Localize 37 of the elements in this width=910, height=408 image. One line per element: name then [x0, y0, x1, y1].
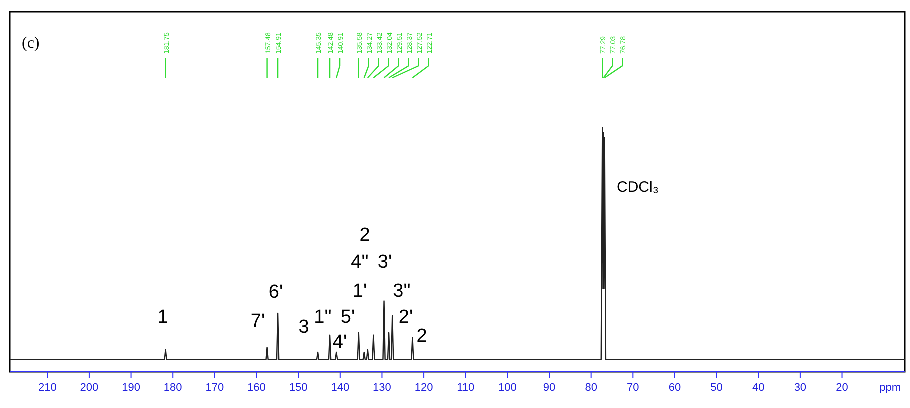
x-tick-label: 130: [373, 382, 392, 394]
x-tick-label: 140: [331, 382, 350, 394]
x-tick-label: 20: [836, 382, 848, 394]
chart-title: (c): [22, 35, 40, 52]
x-tick-label: 60: [668, 382, 682, 394]
annotation: 2: [360, 225, 370, 246]
x-tick-label: 180: [164, 382, 182, 394]
annotation: 5': [340, 307, 356, 328]
annotation: 2': [398, 307, 414, 328]
x-tick-label: 150: [289, 382, 308, 394]
x-tick-label: 190: [122, 382, 140, 394]
annotation: 3'': [393, 281, 411, 302]
annotation: 1': [352, 281, 368, 302]
x-axis-title: ppm: [880, 382, 901, 394]
annotation: 2: [416, 326, 428, 348]
x-tick-label: 210: [38, 382, 57, 394]
annotation: 3': [378, 252, 392, 274]
x-tick-label: 200: [80, 382, 99, 394]
annotation: 3: [298, 317, 310, 338]
x-tick-label: 30: [794, 382, 807, 394]
x-tick-label: 160: [248, 382, 266, 394]
annotation: 7': [250, 311, 266, 332]
annotation: 1'': [314, 307, 332, 328]
annotation: 4': [332, 332, 348, 354]
annotation: 1: [158, 307, 168, 328]
x-tick-label: 100: [498, 382, 517, 394]
x-tick-label: 110: [457, 382, 475, 394]
x-tick-label: 50: [710, 382, 723, 394]
annotation: 4'': [351, 252, 369, 274]
x-tick-label: 120: [414, 382, 434, 394]
annotation: CDCl₃: [617, 178, 659, 196]
x-tick-label: 70: [627, 382, 640, 394]
x-tick-label: 40: [752, 382, 765, 394]
annotation: 6': [268, 282, 284, 304]
x-tick-label: 80: [585, 382, 598, 394]
x-tick-label: 90: [543, 382, 556, 394]
x-tick-label: 170: [206, 382, 224, 394]
